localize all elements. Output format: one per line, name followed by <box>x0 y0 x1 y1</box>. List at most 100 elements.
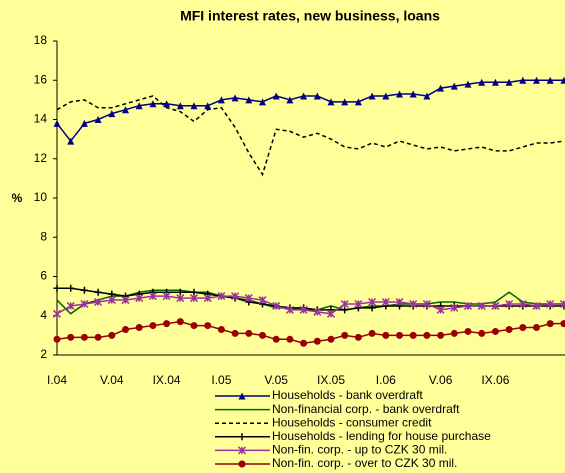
marker <box>327 335 335 343</box>
marker <box>382 331 390 339</box>
marker <box>381 297 390 307</box>
y-tick-label: 10 <box>34 190 48 204</box>
marker <box>300 92 308 100</box>
legend-label: Households - bank overdraft <box>272 388 423 402</box>
marker <box>244 294 253 303</box>
marker <box>245 329 253 337</box>
marker <box>217 96 225 104</box>
x-tick-label: I.05 <box>211 373 231 387</box>
marker <box>422 299 431 309</box>
marker <box>491 327 499 335</box>
marker <box>259 98 266 106</box>
marker <box>505 299 514 309</box>
marker <box>67 333 75 341</box>
marker <box>519 324 527 332</box>
legend-label: Households - lending for house purchase <box>272 429 491 443</box>
marker <box>245 96 253 104</box>
marker <box>368 329 376 337</box>
marker <box>52 309 62 318</box>
x-tick-label: I.04 <box>47 373 67 387</box>
marker <box>450 329 458 337</box>
marker <box>176 318 184 326</box>
marker <box>546 76 554 84</box>
marker <box>560 76 565 84</box>
marker <box>231 94 239 102</box>
marker <box>340 299 349 309</box>
marker <box>546 320 554 328</box>
y-tick-label: 2 <box>40 347 47 361</box>
marker <box>94 288 102 296</box>
marker <box>326 309 336 318</box>
marker <box>395 297 404 307</box>
marker <box>299 305 308 314</box>
marker <box>122 325 129 333</box>
marker <box>217 325 225 333</box>
marker <box>464 80 472 88</box>
marker <box>162 292 171 301</box>
marker <box>149 322 157 330</box>
marker <box>368 92 376 100</box>
marker <box>505 325 513 333</box>
marker <box>66 301 75 310</box>
marker <box>409 299 418 309</box>
legend-label: Non-fin. corp. - up to CZK 30 mil. <box>272 443 447 457</box>
marker <box>135 102 143 110</box>
marker <box>67 284 75 292</box>
y-axis-label: % <box>12 191 23 205</box>
x-tick-label: IX.04 <box>153 373 181 387</box>
y-tick-label: 12 <box>34 151 48 165</box>
marker <box>189 294 199 303</box>
marker <box>505 78 513 86</box>
marker <box>286 96 294 104</box>
marker <box>190 322 198 330</box>
marker <box>450 82 458 90</box>
marker <box>450 303 459 312</box>
marker <box>286 335 294 343</box>
marker <box>341 306 349 314</box>
marker <box>327 98 335 106</box>
marker <box>149 100 157 108</box>
marker <box>478 329 486 337</box>
marker <box>67 137 75 145</box>
marker <box>437 331 445 339</box>
marker <box>285 305 294 314</box>
marker <box>436 305 445 314</box>
marker <box>368 304 376 312</box>
marker <box>533 324 540 332</box>
marker <box>108 290 116 298</box>
marker <box>53 119 61 127</box>
x-tick-label: IX.06 <box>481 373 509 387</box>
marker <box>203 294 212 303</box>
series-line <box>56 95 565 177</box>
marker <box>300 339 308 347</box>
marker <box>122 106 129 114</box>
marker <box>163 100 171 108</box>
marker <box>409 90 417 98</box>
marker <box>108 331 116 339</box>
marker <box>396 90 403 98</box>
marker <box>313 307 322 316</box>
marker <box>80 286 88 294</box>
marker <box>204 102 212 110</box>
y-tick-label: 8 <box>40 229 47 243</box>
marker <box>313 337 321 345</box>
marker <box>423 92 431 100</box>
y-tick-label: 4 <box>40 308 47 322</box>
marker <box>313 92 321 100</box>
x-tick-label: IX.05 <box>317 373 345 387</box>
marker <box>190 288 198 296</box>
chart-title: MFI interest rates, new business, loans <box>180 8 440 24</box>
legend-label: Non-financial corp. - bank overdraft <box>272 402 460 416</box>
legend-marker <box>238 433 246 441</box>
marker <box>423 331 431 339</box>
y-tick-label: 16 <box>34 72 48 86</box>
marker <box>546 299 555 309</box>
marker <box>533 76 540 84</box>
marker <box>53 335 61 343</box>
y-tick-label: 14 <box>34 112 48 126</box>
series-line <box>56 79 564 143</box>
marker <box>204 322 212 330</box>
x-tick-label: V.06 <box>429 373 453 387</box>
marker <box>491 301 500 310</box>
